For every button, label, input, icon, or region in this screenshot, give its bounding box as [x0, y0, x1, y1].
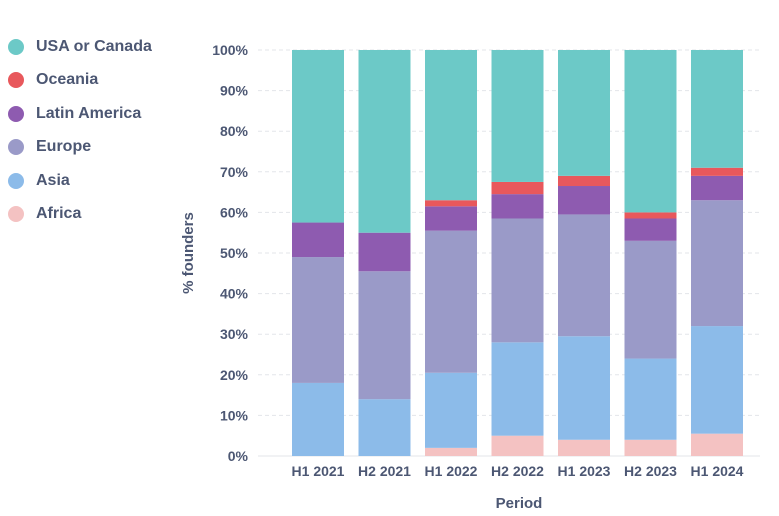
x-axis-title: Period [496, 495, 543, 512]
y-tick-label: 20% [220, 367, 249, 383]
bar-segment-africa[interactable] [491, 435, 544, 456]
bar-segment-latin-america[interactable] [358, 232, 411, 272]
bar-segment-oceania[interactable] [425, 200, 477, 207]
legend-item-latin-america[interactable]: Latin America [8, 97, 152, 131]
y-tick-label: 40% [220, 286, 249, 302]
legend-swatch-oceania [8, 72, 24, 89]
bar-segment-asia[interactable] [491, 342, 544, 436]
bar-segment-latin-america[interactable] [558, 186, 610, 215]
bar-segment-usa-or-canada[interactable] [292, 50, 344, 223]
legend-item-usa-or-canada[interactable]: USA or Canada [8, 30, 152, 64]
bar-segment-asia[interactable] [358, 399, 411, 456]
bar-segment-latin-america[interactable] [691, 175, 743, 201]
legend-item-africa[interactable]: Africa [8, 198, 152, 232]
bar-segment-europe[interactable] [558, 214, 610, 337]
bars [292, 50, 743, 456]
legend-label-latin-america: Latin America [36, 104, 142, 122]
legend-swatch-europe [8, 139, 24, 156]
y-tick-label: 10% [220, 407, 249, 423]
x-axis: H1 2021 H2 2021 H1 2022 H2 2022 H1 2023 H2 20… [292, 463, 744, 479]
bar-segment-usa-or-canada[interactable] [558, 50, 610, 176]
bar-segment-asia[interactable] [624, 358, 677, 440]
bar-segment-europe[interactable] [691, 200, 743, 327]
bar-segment-oceania[interactable] [558, 175, 610, 187]
legend-label-africa: Africa [36, 205, 82, 223]
bar-segment-usa-or-canada[interactable] [691, 50, 743, 168]
bar-segment-europe[interactable] [292, 257, 344, 383]
legend-swatch-asia [8, 172, 24, 189]
bar-segment-africa[interactable] [558, 439, 610, 456]
y-tick-label: 30% [220, 326, 249, 342]
y-axis-title: % founders [180, 212, 197, 294]
y-tick-label: 80% [220, 123, 249, 139]
legend-item-europe[interactable]: Europe [8, 131, 152, 165]
y-tick-label: 0% [228, 448, 249, 464]
x-tick-label: H1 2021 [292, 463, 345, 479]
bar-segment-latin-america[interactable] [624, 218, 677, 241]
bar-segment-usa-or-canada[interactable] [624, 50, 677, 213]
legend-swatch-latin-america [8, 105, 24, 122]
bar-segment-latin-america[interactable] [292, 222, 344, 258]
y-axis: 0% 10% 20% 30% 40% 50% 60% 70% 80% 90% 100% [212, 42, 248, 464]
bar-segment-europe[interactable] [358, 271, 411, 400]
x-tick-label: H2 2023 [624, 463, 677, 479]
bar-segment-europe[interactable] [491, 218, 544, 343]
x-tick-label: H1 2024 [691, 463, 744, 479]
bar-segment-usa-or-canada[interactable] [491, 50, 544, 182]
bar-segment-asia[interactable] [558, 336, 610, 440]
y-tick-label: 50% [220, 245, 249, 261]
legend-label-usa-or-canada: USA or Canada [36, 37, 152, 55]
legend-swatch-usa-or-canada [8, 38, 24, 55]
legend-item-asia[interactable]: Asia [8, 164, 152, 198]
bar-segment-latin-america[interactable] [425, 206, 477, 231]
bar-segment-oceania[interactable] [624, 212, 677, 219]
y-tick-label: 60% [220, 204, 249, 220]
legend-swatch-africa [8, 206, 24, 223]
bar-segment-europe[interactable] [425, 230, 477, 373]
y-tick-label: 90% [220, 83, 249, 99]
legend-label-oceania: Oceania [36, 71, 99, 89]
bar-segment-africa[interactable] [425, 447, 477, 456]
legend-label-asia: Asia [36, 171, 70, 189]
bar-segment-usa-or-canada[interactable] [425, 50, 477, 201]
bar-segment-africa[interactable] [691, 433, 743, 456]
x-tick-label: H1 2023 [558, 463, 611, 479]
bar-segment-europe[interactable] [624, 240, 677, 359]
x-tick-label: H2 2021 [358, 463, 411, 479]
legend-label-europe: Europe [36, 138, 92, 156]
bar-segment-oceania[interactable] [491, 181, 544, 195]
bar-segment-oceania[interactable] [691, 167, 743, 176]
bar-segment-usa-or-canada[interactable] [358, 50, 411, 233]
legend-item-oceania[interactable]: Oceania [8, 64, 152, 98]
y-tick-label: 100% [212, 42, 248, 58]
bar-segment-asia[interactable] [691, 326, 743, 434]
x-tick-label: H1 2022 [425, 463, 478, 479]
x-tick-label: H2 2022 [491, 463, 544, 479]
bar-segment-asia[interactable] [425, 372, 477, 448]
y-tick-label: 70% [220, 164, 249, 180]
bar-segment-asia[interactable] [292, 382, 344, 456]
bar-segment-africa[interactable] [624, 439, 677, 456]
legend: USA or Canada Oceania Latin America Europe A… [8, 30, 152, 231]
bar-segment-latin-america[interactable] [491, 194, 544, 219]
